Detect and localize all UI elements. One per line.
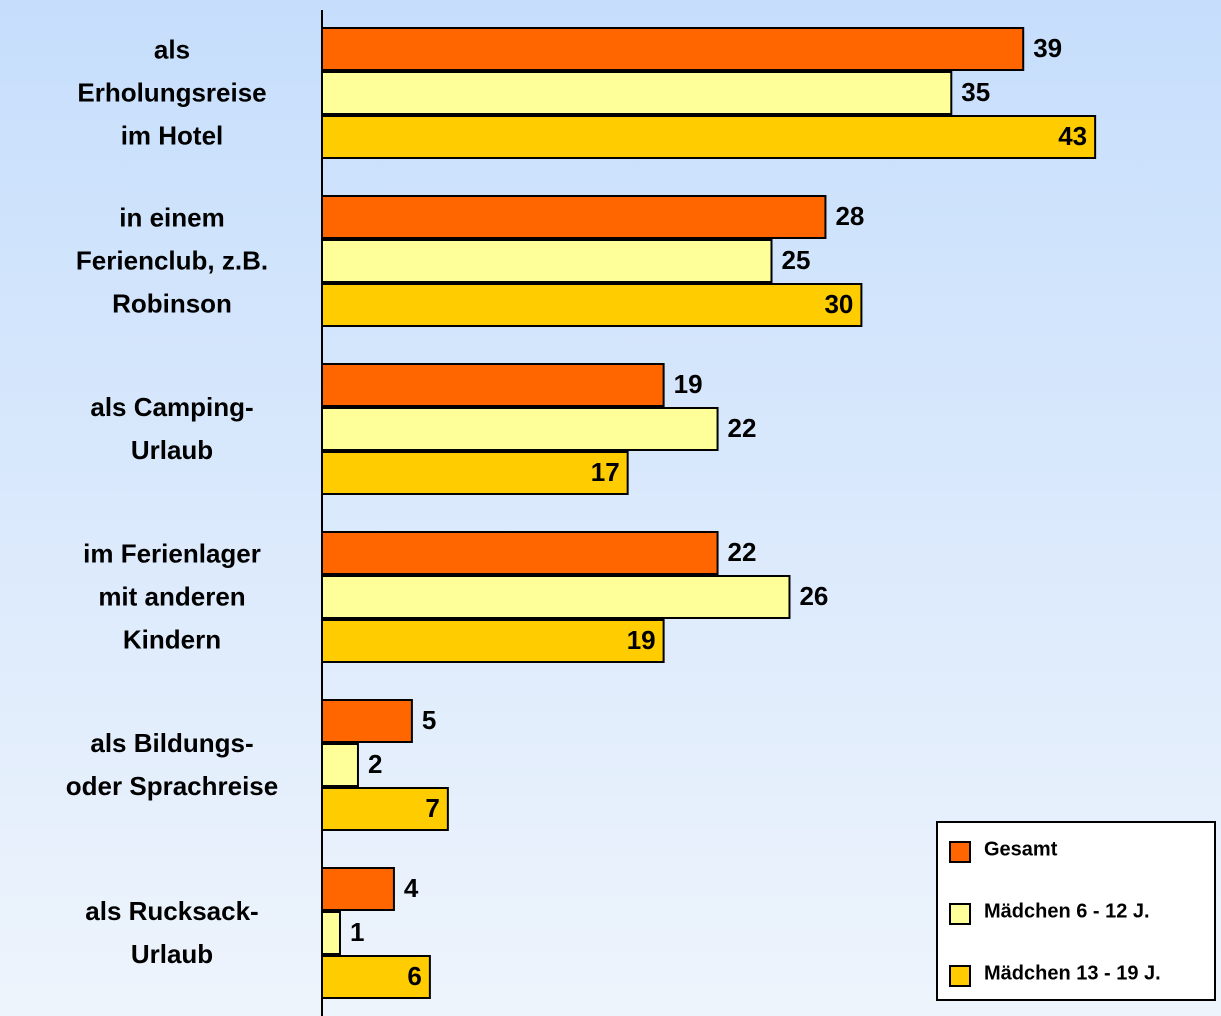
value-label: 22 xyxy=(728,537,757,567)
value-label: 22 xyxy=(728,413,757,443)
bar xyxy=(321,575,791,619)
bar xyxy=(321,195,827,239)
legend-label: Mädchen 6 - 12 J. xyxy=(984,900,1150,922)
value-label: 17 xyxy=(591,457,620,487)
bar xyxy=(321,71,953,115)
bar xyxy=(321,115,1097,159)
category-label: als Rucksack- Urlaub xyxy=(85,896,259,969)
value-label: 26 xyxy=(799,581,828,611)
bar xyxy=(321,955,431,999)
category-label: in einem Ferienclub, z.B. Robinson xyxy=(75,202,269,319)
value-label: 28 xyxy=(835,201,864,231)
value-label: 1 xyxy=(350,917,364,947)
value-label: 30 xyxy=(824,289,853,319)
value-label: 39 xyxy=(1033,33,1062,63)
value-label: 43 xyxy=(1058,121,1087,151)
bar xyxy=(321,787,449,831)
legend-box xyxy=(936,821,1216,1001)
value-label: 6 xyxy=(407,961,421,991)
bar xyxy=(321,363,665,407)
bar xyxy=(321,743,359,787)
bar xyxy=(321,911,341,955)
legend-label: Mädchen 13 - 19 J. xyxy=(984,962,1161,984)
bar xyxy=(321,239,773,283)
value-label: 2 xyxy=(368,749,382,779)
value-label: 19 xyxy=(674,369,703,399)
bar xyxy=(321,407,719,451)
bar xyxy=(321,619,665,663)
value-label: 5 xyxy=(422,705,436,735)
value-label: 35 xyxy=(961,77,990,107)
bar xyxy=(321,699,413,743)
bar xyxy=(321,867,395,911)
category-label: als Bildungs- oder Sprachreise xyxy=(65,728,279,801)
legend-swatch xyxy=(949,903,971,925)
value-label: 25 xyxy=(782,245,811,275)
legend-swatch xyxy=(949,965,971,987)
value-label: 19 xyxy=(627,625,656,655)
category-label: als Erholungsreise im Hotel xyxy=(77,34,267,151)
bar xyxy=(321,27,1025,71)
legend-swatch xyxy=(949,841,971,863)
value-label: 7 xyxy=(425,793,439,823)
category-label: im Ferienlager mit anderen Kindern xyxy=(83,538,261,655)
bar xyxy=(321,451,629,495)
bar xyxy=(321,531,719,575)
bar xyxy=(321,283,863,327)
category-label: als Camping- Urlaub xyxy=(90,392,254,465)
legend-label: Gesamt xyxy=(984,838,1058,860)
value-label: 4 xyxy=(404,873,419,903)
